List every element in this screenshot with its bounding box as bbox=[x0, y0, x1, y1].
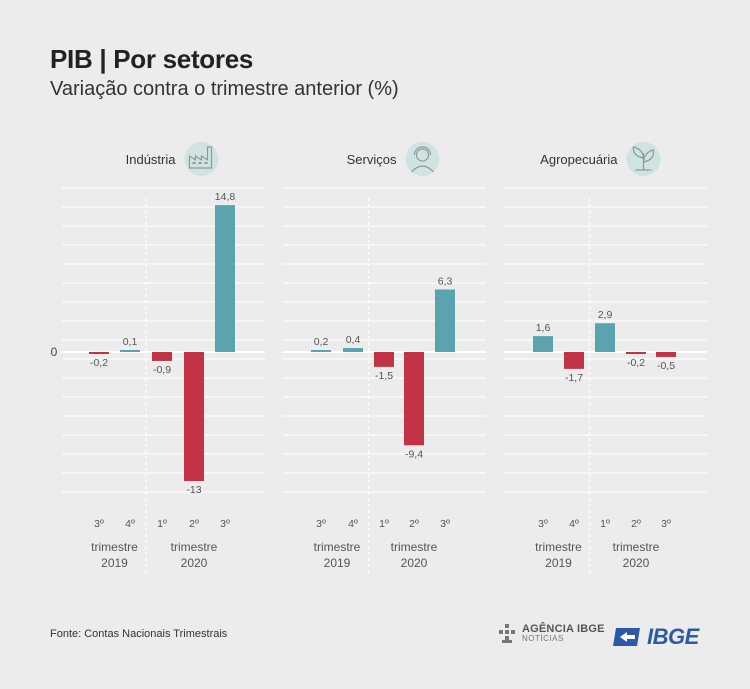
year-group-label: 2020 bbox=[181, 556, 208, 570]
year-group-label: trimestre bbox=[314, 540, 361, 554]
quarter-tick-label: 3º bbox=[538, 518, 548, 530]
quarter-tick-label: 3º bbox=[220, 518, 230, 530]
year-group-label: trimestre bbox=[535, 540, 582, 554]
bar bbox=[89, 352, 109, 354]
data-label: -0,5 bbox=[657, 360, 675, 372]
chart-title: PIB | Por setores bbox=[50, 44, 254, 74]
ibge-logo-text: IBGE bbox=[647, 624, 699, 649]
ibge-logo: IBGE bbox=[613, 624, 699, 650]
year-group-label: trimestre bbox=[171, 540, 218, 554]
bar bbox=[533, 336, 553, 352]
bar bbox=[152, 352, 172, 361]
factory-window bbox=[204, 162, 208, 164]
factory-window bbox=[192, 162, 196, 164]
year-group-label: 2019 bbox=[101, 556, 128, 570]
bar bbox=[343, 348, 363, 352]
data-label: 2,9 bbox=[598, 309, 613, 321]
data-label: -9,4 bbox=[405, 448, 423, 460]
data-label: 1,6 bbox=[536, 322, 551, 334]
factory-window bbox=[198, 162, 202, 164]
factory-shape bbox=[188, 146, 213, 169]
bar bbox=[184, 352, 204, 481]
year-group-label: 2020 bbox=[623, 556, 650, 570]
bar bbox=[435, 289, 455, 352]
bar bbox=[120, 350, 140, 352]
quarter-tick-label: 1º bbox=[379, 518, 389, 530]
quarter-tick-label: 3º bbox=[661, 518, 671, 530]
quarter-tick-label: 1º bbox=[157, 518, 167, 530]
plant-leaf bbox=[642, 149, 655, 163]
year-group-label: trimestre bbox=[391, 540, 438, 554]
panel-title: Indústria bbox=[126, 152, 177, 167]
data-label: 0,1 bbox=[123, 336, 138, 348]
agencia-logo-line1: AGÊNCIA IBGE bbox=[522, 623, 605, 635]
quarter-tick-label: 4º bbox=[348, 518, 358, 530]
quarter-tick-label: 4º bbox=[569, 518, 579, 530]
year-group-label: 2019 bbox=[324, 556, 351, 570]
ibge-logo-icon bbox=[613, 628, 640, 646]
bar bbox=[595, 323, 615, 352]
year-group-label: 2020 bbox=[401, 556, 428, 570]
data-label: -0,2 bbox=[90, 357, 108, 369]
panel-title: Serviços bbox=[347, 152, 397, 167]
data-label: -1,7 bbox=[565, 372, 583, 384]
data-label: -0,2 bbox=[627, 357, 645, 369]
agencia-ibge-logo: AGÊNCIA IBGE NOTÍCIAS bbox=[497, 624, 605, 644]
bar bbox=[626, 352, 646, 354]
panel-title: Agropecuária bbox=[540, 152, 618, 167]
data-label: -0,9 bbox=[153, 364, 171, 376]
quarter-tick-label: 2º bbox=[631, 518, 641, 530]
bar bbox=[564, 352, 584, 369]
quarter-tick-label: 1º bbox=[600, 518, 610, 530]
data-label: -1,5 bbox=[375, 370, 393, 382]
panel-2: Agropecuária 1,6 -1,7 2,9 -0,2 -0,5 3º 4º 1º 2º 3º… bbox=[504, 142, 707, 575]
customer-service-icon bbox=[405, 142, 440, 176]
factory-icon bbox=[184, 142, 219, 176]
year-group-label: trimestre bbox=[613, 540, 660, 554]
data-label: 0,2 bbox=[314, 336, 329, 348]
data-label: -13 bbox=[186, 484, 201, 496]
quarter-tick-label: 3º bbox=[94, 518, 104, 530]
chart-subtitle: Variação contra o trimestre anterior (%) bbox=[50, 78, 399, 100]
agencia-logo-line2: NOTÍCIAS bbox=[522, 634, 564, 643]
data-label: 14,8 bbox=[215, 191, 236, 203]
head-shape bbox=[415, 148, 430, 162]
bar bbox=[656, 352, 676, 357]
data-label: 6,3 bbox=[438, 275, 453, 287]
quarter-tick-label: 4º bbox=[125, 518, 135, 530]
bar bbox=[311, 350, 331, 352]
quarter-tick-label: 2º bbox=[189, 518, 199, 530]
source-note: Fonte: Contas Nacionais Trimestrais bbox=[50, 628, 228, 640]
quarter-tick-label: 3º bbox=[316, 518, 326, 530]
year-group-label: trimestre bbox=[91, 540, 138, 554]
plant-icon bbox=[626, 142, 661, 176]
quarter-tick-label: 3º bbox=[440, 518, 450, 530]
bar bbox=[374, 352, 394, 367]
plant-leaf bbox=[632, 146, 645, 159]
shoulders-shape bbox=[411, 165, 434, 173]
panel-background bbox=[283, 188, 486, 510]
year-group-label: 2019 bbox=[545, 556, 572, 570]
data-label: 0,4 bbox=[346, 334, 361, 346]
quarter-tick-label: 2º bbox=[409, 518, 419, 530]
headset-band bbox=[413, 146, 432, 156]
zero-axis-label: 0 bbox=[51, 345, 58, 359]
bar bbox=[215, 205, 235, 352]
icon-circle bbox=[405, 142, 440, 176]
agencia-logo-icon bbox=[499, 624, 515, 643]
bar bbox=[404, 352, 424, 446]
